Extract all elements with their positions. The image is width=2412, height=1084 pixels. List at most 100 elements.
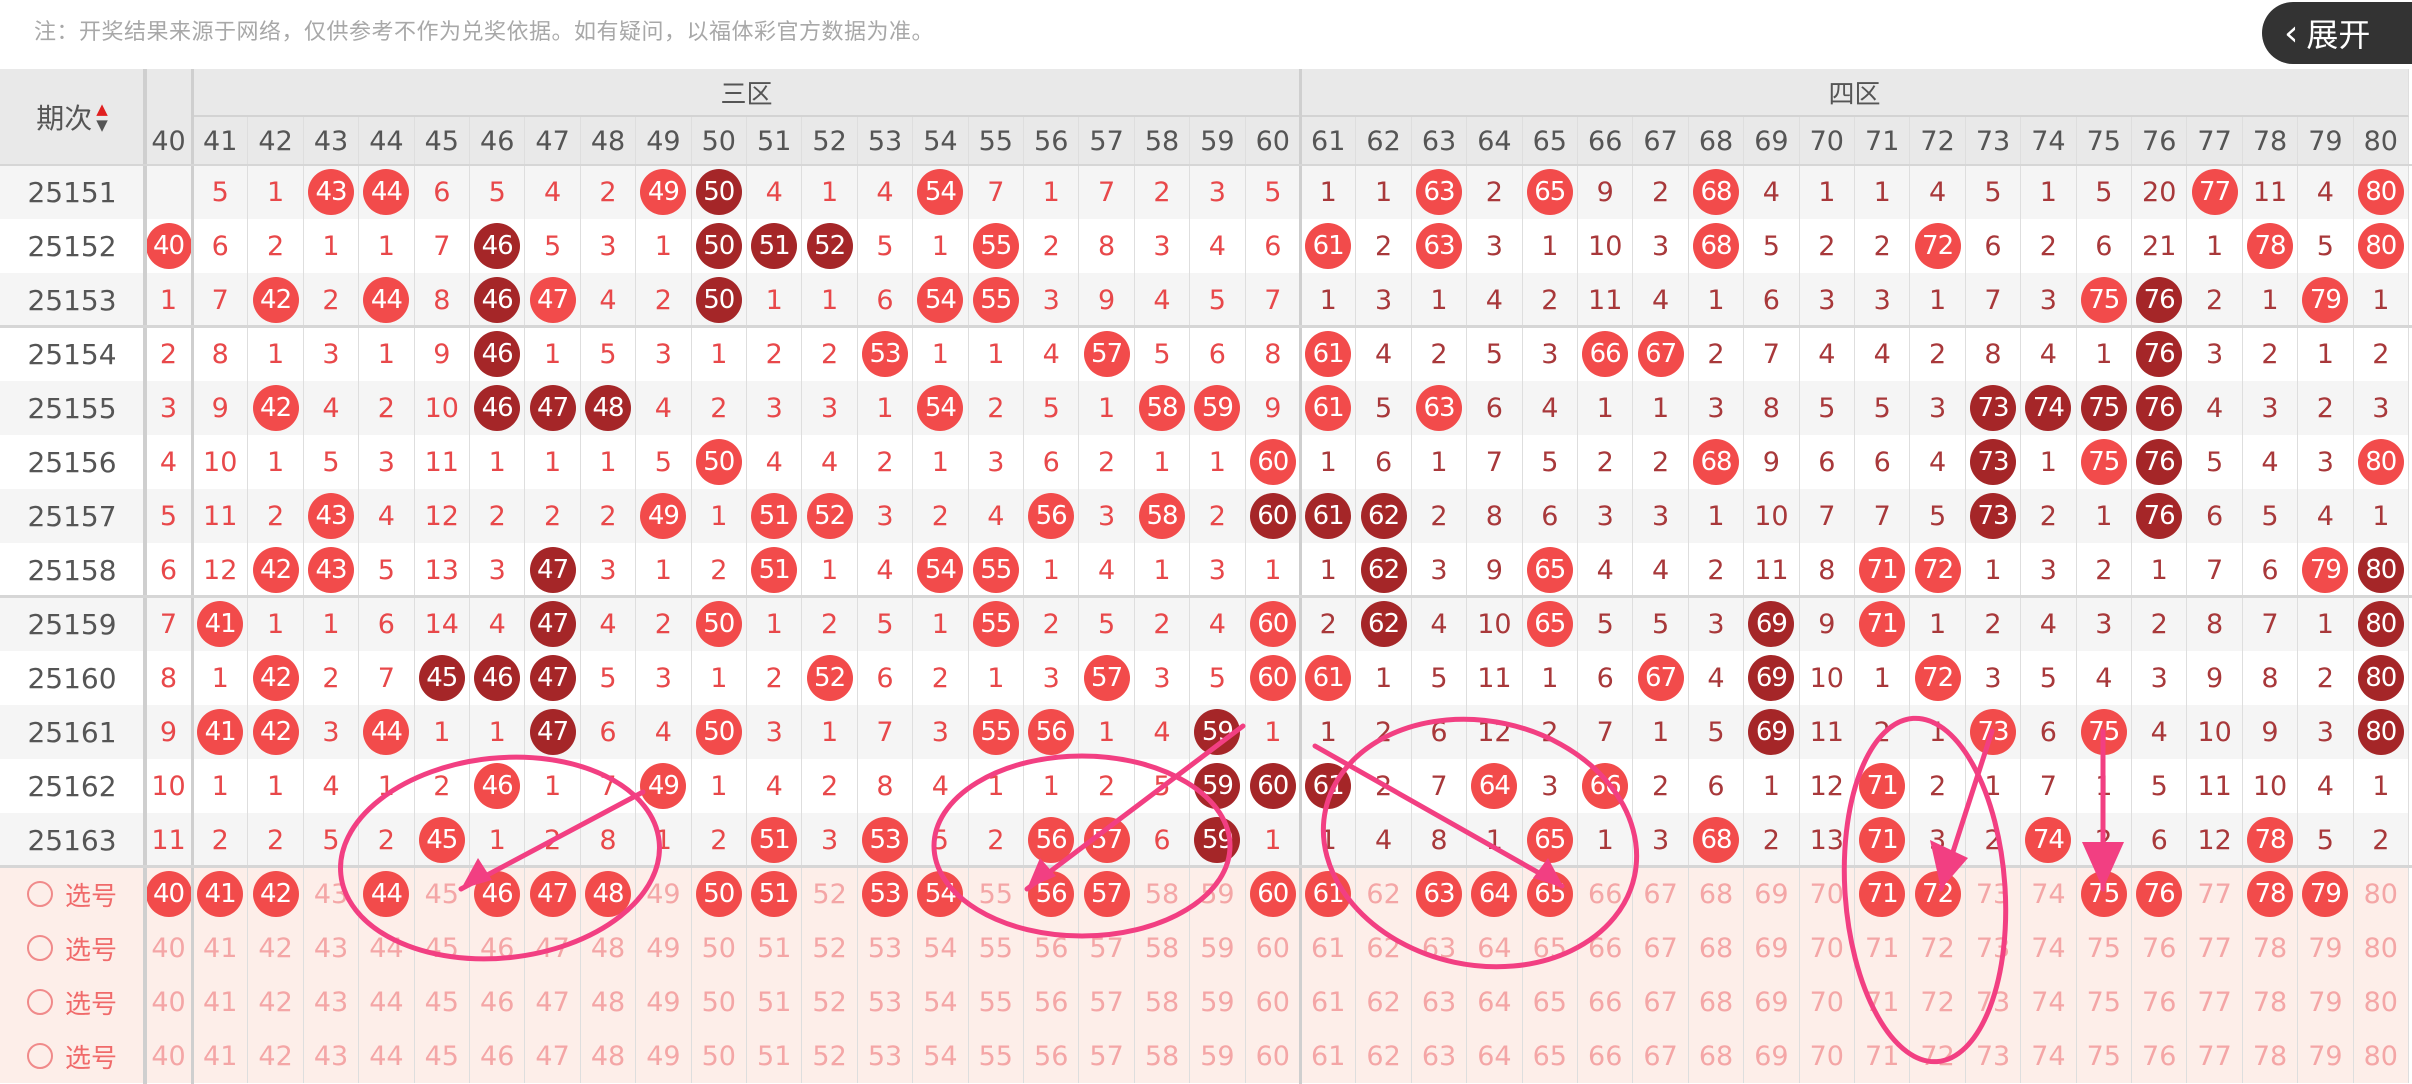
pick-number[interactable]: 67 [1633,975,1689,1029]
pick-number[interactable]: 50 [691,921,747,975]
pick-number[interactable]: 40 [145,1029,193,1083]
pick-number[interactable]: 66 [1578,867,1634,921]
pick-number[interactable]: 66 [1578,975,1634,1029]
pick-number[interactable]: 77 [2187,975,2243,1029]
pick-number[interactable]: 65 [1522,975,1578,1029]
pick-number[interactable]: 75 [2076,1029,2132,1083]
pick-number[interactable]: 69 [1744,1029,1800,1083]
pick-number[interactable]: 58 [1134,975,1191,1029]
pick-number[interactable]: 57 [1079,1029,1135,1083]
pick-number[interactable]: 76 [2132,921,2188,975]
select-row-toggle[interactable]: 选号 [0,975,145,1029]
pick-number[interactable]: 46 [470,921,526,975]
pick-number[interactable]: 62 [1356,867,1412,921]
pick-number[interactable]: 78 [2242,1029,2299,1083]
select-row-toggle[interactable]: 选号 [0,921,145,975]
pick-number[interactable]: 68 [1688,921,1745,975]
pick-number[interactable]: 69 [1744,921,1800,975]
pick-number[interactable]: 41 [193,975,249,1029]
pick-number[interactable]: 64 [1467,1029,1523,1083]
pick-number[interactable]: 59 [1190,921,1246,975]
pick-number[interactable]: 44 [359,867,415,921]
pick-number[interactable]: 42 [248,1029,304,1083]
pick-number[interactable]: 65 [1522,867,1578,921]
pick-number[interactable]: 54 [913,975,969,1029]
pick-number[interactable]: 40 [145,867,193,921]
pick-number[interactable]: 44 [359,975,415,1029]
pick-number[interactable]: 70 [1799,1029,1855,1083]
pick-number[interactable]: 57 [1079,975,1135,1029]
pick-number[interactable]: 60 [1245,975,1301,1029]
pick-number[interactable]: 46 [470,1029,526,1083]
pick-number[interactable]: 47 [525,975,581,1029]
pick-number[interactable]: 74 [2021,975,2077,1029]
pick-number[interactable]: 50 [691,975,747,1029]
pick-number[interactable]: 49 [636,975,692,1029]
pick-number[interactable]: 55 [968,975,1024,1029]
pick-number[interactable]: 63 [1411,921,1468,975]
pick-number[interactable]: 64 [1467,975,1523,1029]
pick-number[interactable]: 43 [303,1029,360,1083]
pick-number[interactable]: 71 [1855,1029,1911,1083]
pick-number[interactable]: 69 [1744,867,1800,921]
pick-number[interactable]: 72 [1910,921,1966,975]
radio-circle-icon[interactable] [26,1043,53,1069]
pick-number[interactable]: 45 [414,975,470,1029]
pick-number[interactable]: 53 [857,921,914,975]
expand-button[interactable]: ‹ 展开 [2262,2,2412,64]
pick-number[interactable]: 54 [913,921,969,975]
select-row-toggle[interactable]: 选号 [0,867,145,921]
pick-number[interactable]: 46 [470,975,526,1029]
pick-number[interactable]: 74 [2021,1029,2077,1083]
pick-number[interactable]: 69 [1744,975,1800,1029]
pick-number[interactable]: 68 [1688,867,1745,921]
pick-number[interactable]: 61 [1301,867,1357,921]
pick-number[interactable]: 49 [636,921,692,975]
pick-number[interactable]: 77 [2187,867,2243,921]
pick-number[interactable]: 52 [802,1029,858,1083]
pick-number[interactable]: 59 [1190,975,1246,1029]
pick-number[interactable]: 54 [913,867,969,921]
pick-number[interactable]: 62 [1356,975,1412,1029]
pick-number[interactable]: 78 [2242,921,2299,975]
pick-number[interactable]: 48 [580,921,637,975]
pick-number[interactable]: 45 [414,1029,470,1083]
pick-number[interactable]: 58 [1134,1029,1191,1083]
pick-number[interactable]: 53 [857,1029,914,1083]
pick-number[interactable]: 58 [1134,867,1191,921]
pick-number[interactable]: 60 [1245,867,1301,921]
pick-number[interactable]: 56 [1024,921,1080,975]
pick-number[interactable]: 78 [2242,867,2299,921]
pick-number[interactable]: 66 [1578,1029,1634,1083]
pick-number[interactable]: 64 [1467,921,1523,975]
pick-number[interactable]: 70 [1799,867,1855,921]
pick-number[interactable]: 73 [1965,1029,2022,1083]
pick-number[interactable]: 75 [2076,867,2132,921]
pick-number[interactable]: 53 [857,867,914,921]
pick-number[interactable]: 76 [2132,975,2188,1029]
pick-number[interactable]: 80 [2353,975,2409,1029]
pick-number[interactable]: 41 [193,867,249,921]
pick-number[interactable]: 80 [2353,921,2409,975]
pick-number[interactable]: 76 [2132,1029,2188,1083]
pick-number[interactable]: 63 [1411,975,1468,1029]
pick-number[interactable]: 74 [2021,867,2077,921]
select-row-toggle[interactable]: 选号 [0,1029,145,1083]
pick-number[interactable]: 42 [248,921,304,975]
pick-number[interactable]: 70 [1799,921,1855,975]
pick-number[interactable]: 47 [525,867,581,921]
pick-number[interactable]: 45 [414,867,470,921]
pick-number[interactable]: 66 [1578,921,1634,975]
pick-number[interactable]: 44 [359,1029,415,1083]
pick-number[interactable]: 48 [580,975,637,1029]
pick-number[interactable]: 51 [747,1029,803,1083]
pick-number[interactable]: 72 [1910,867,1966,921]
pick-number[interactable]: 49 [636,867,692,921]
pick-number[interactable]: 80 [2353,867,2409,921]
pick-number[interactable]: 74 [2021,921,2077,975]
pick-number[interactable]: 60 [1245,1029,1301,1083]
pick-number[interactable]: 79 [2298,975,2354,1029]
pick-number[interactable]: 51 [747,975,803,1029]
pick-number[interactable]: 62 [1356,921,1412,975]
pick-number[interactable]: 78 [2242,975,2299,1029]
